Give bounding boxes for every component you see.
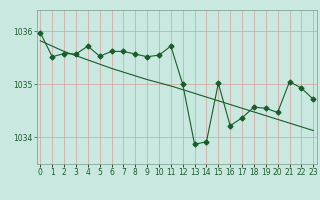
- Text: Graphe pression niveau de la mer (hPa): Graphe pression niveau de la mer (hPa): [48, 181, 272, 191]
